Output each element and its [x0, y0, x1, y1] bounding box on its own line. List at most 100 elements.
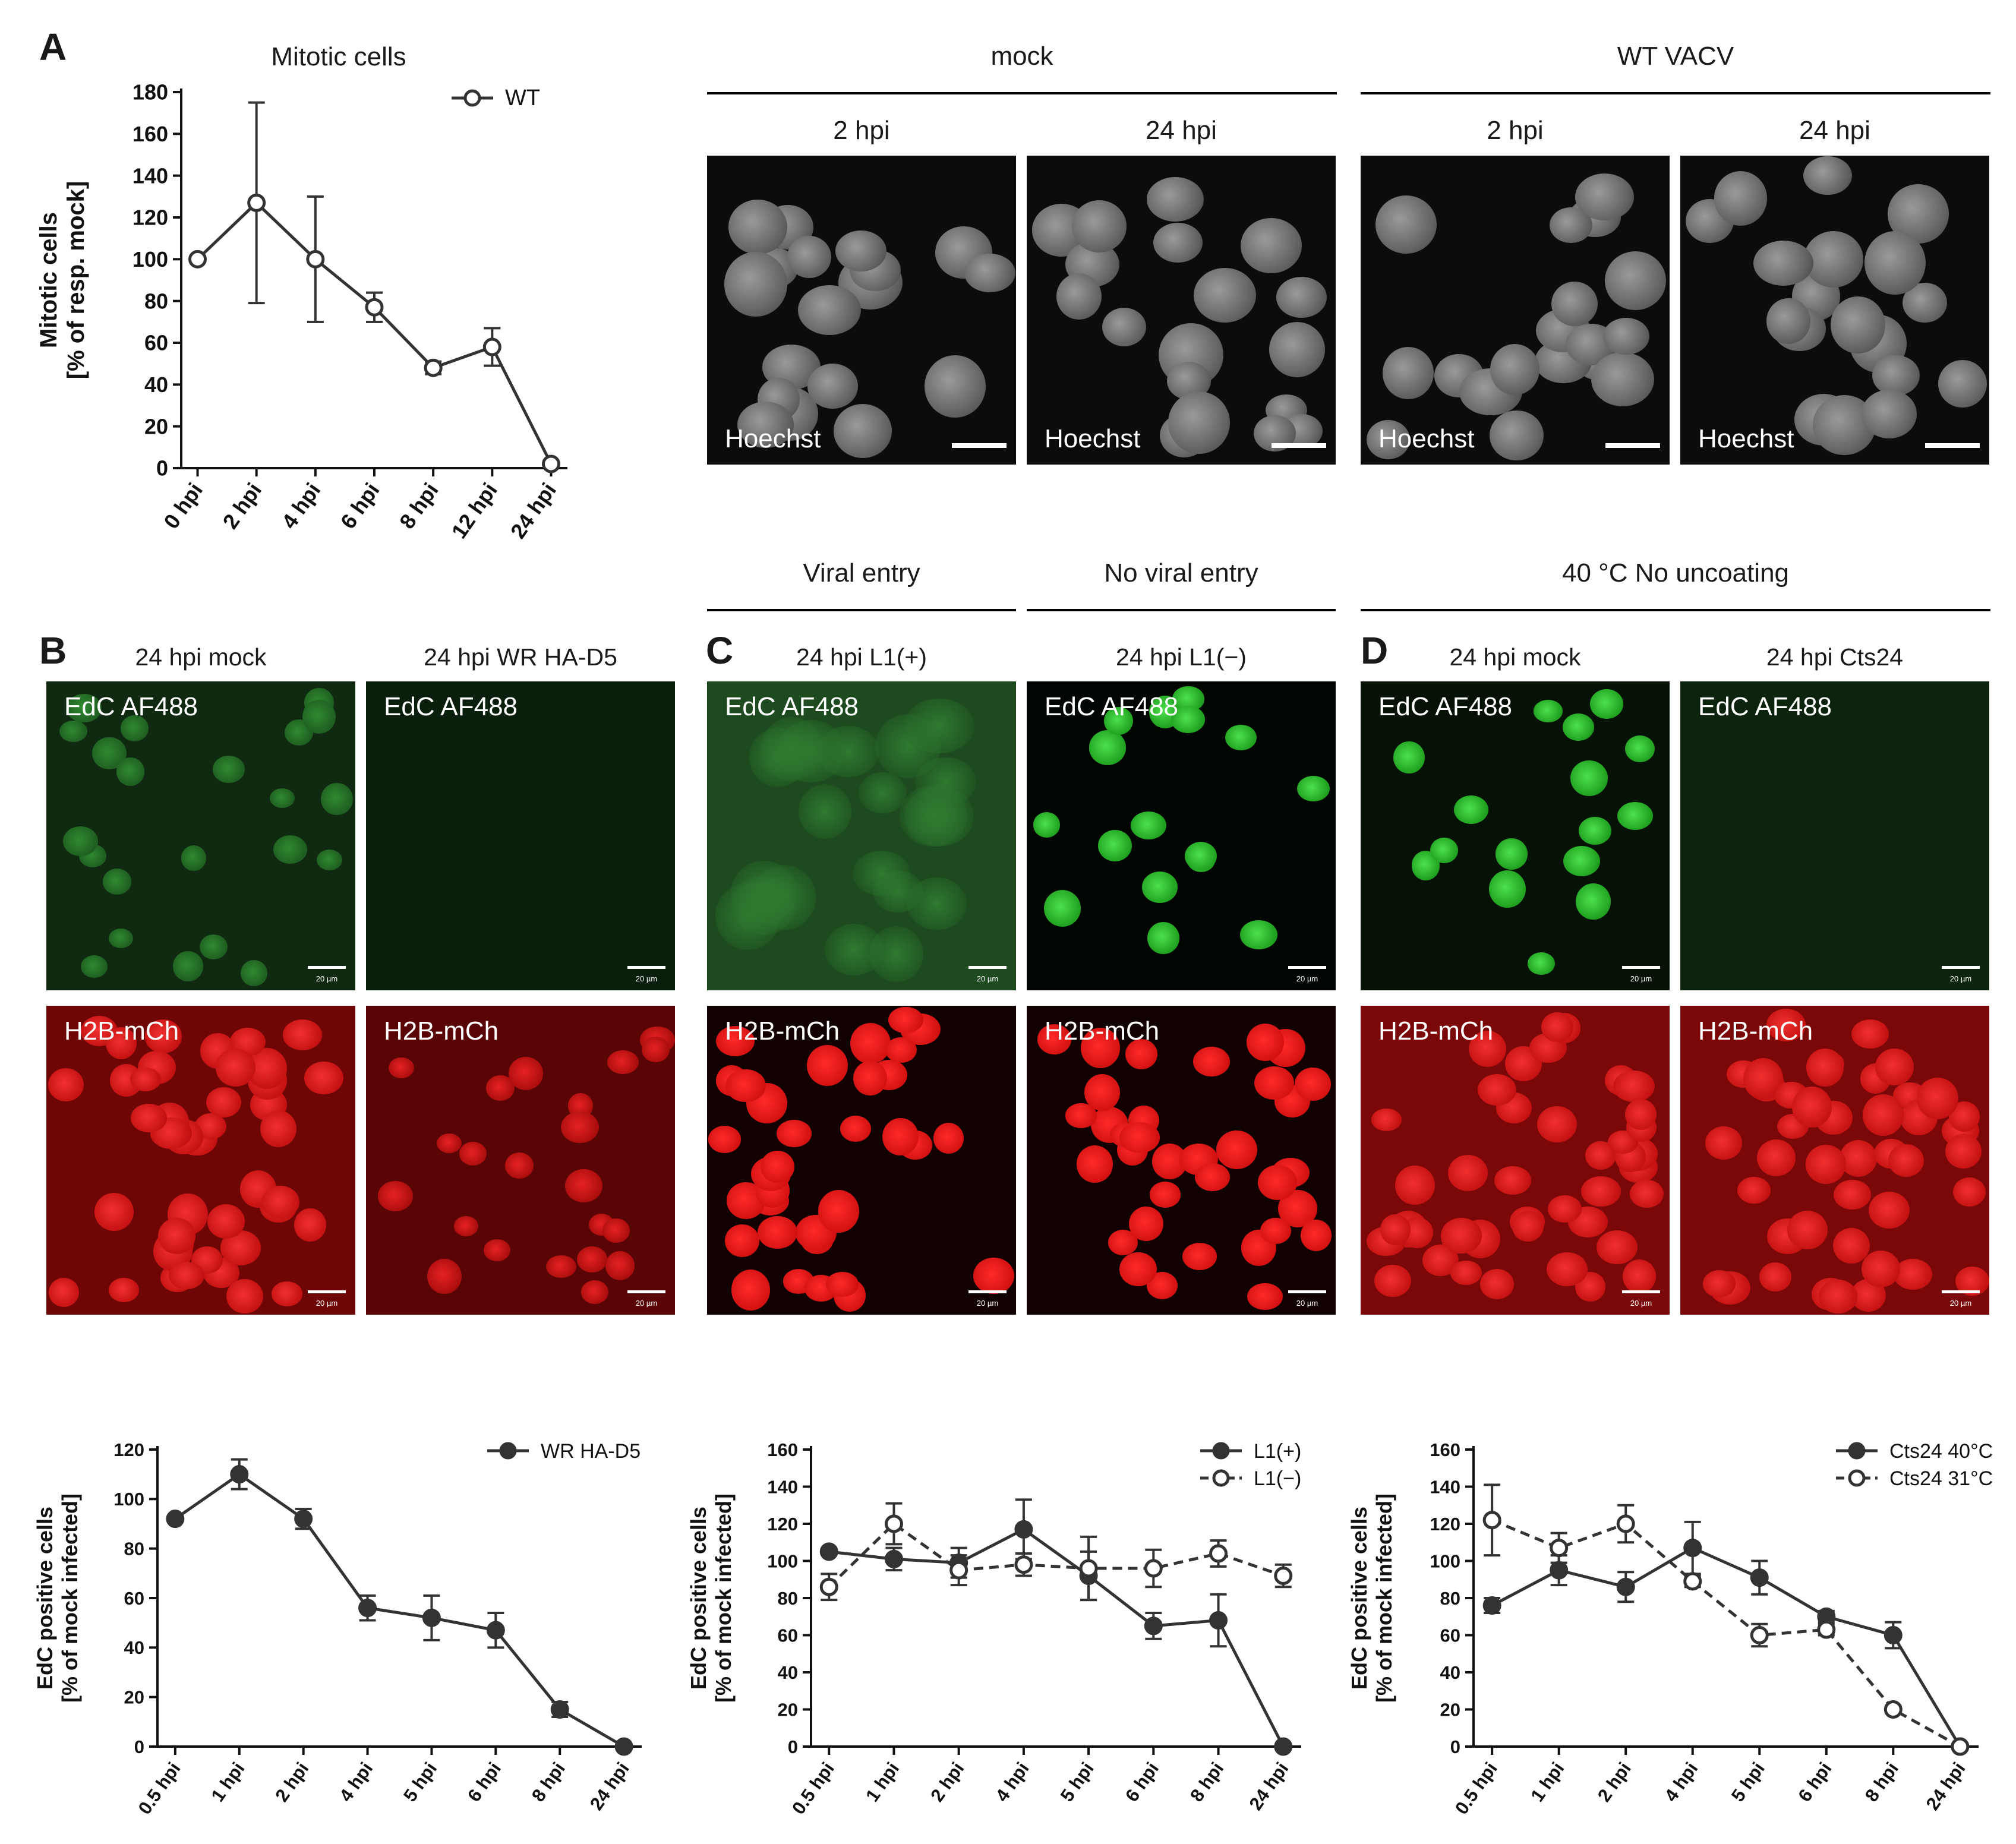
y-tick-label: 20	[124, 1687, 144, 1708]
image-label-edc: EdC AF488	[1378, 692, 1513, 721]
cell-nucleus	[1246, 1024, 1285, 1062]
x-tick-label: 8 hpi	[395, 478, 443, 533]
x-tick-label: 2 hpi	[926, 1758, 968, 1805]
cell-nucleus	[1149, 1182, 1181, 1208]
cell-nucleus	[882, 1117, 919, 1156]
cell-nucleus	[807, 364, 859, 409]
cell-nucleus	[904, 699, 975, 754]
cell-nucleus	[1102, 307, 1147, 347]
y-tick-label: 140	[767, 1476, 798, 1497]
scale-bar	[1605, 443, 1660, 448]
x-tick-label: 4 hpi	[277, 478, 326, 533]
cell-nucleus	[826, 1271, 859, 1297]
cell-nucleus	[1851, 1019, 1889, 1049]
header-rule-wt-vacv	[1361, 92, 1990, 94]
image-edc-d-cts24: EdC AF488 20 µm	[1680, 681, 1989, 990]
cell-nucleus	[1952, 1177, 1986, 1207]
cell-nucleus	[48, 1278, 79, 1307]
image-label-hoechst: Hoechst	[725, 424, 821, 453]
cell-nucleus	[260, 1110, 297, 1148]
cell-nucleus	[1125, 1039, 1157, 1070]
cell-nucleus	[1576, 883, 1611, 920]
cell-nucleus	[1043, 889, 1081, 927]
cell-nucleus	[885, 1037, 917, 1063]
cell-nucleus	[1141, 872, 1178, 903]
cell-nucleus	[806, 1045, 848, 1086]
x-tick-label: 1 hpi	[207, 1758, 248, 1805]
cell-nucleus	[1077, 1145, 1113, 1183]
y-tick-label: 0	[1450, 1736, 1460, 1757]
cell-nucleus	[63, 826, 99, 857]
data-point	[1817, 1620, 1836, 1639]
image-label-h2b: H2B-mCh	[384, 1016, 499, 1046]
cell-nucleus	[724, 252, 787, 317]
cell-nucleus	[484, 1239, 510, 1262]
data-point	[1482, 1511, 1501, 1530]
cell-nucleus	[454, 1215, 478, 1236]
x-tick-label: 0.5 hpi	[134, 1758, 185, 1818]
cell-nucleus	[1578, 816, 1612, 845]
cell-nucleus	[320, 782, 353, 816]
image-label-hoechst: Hoechst	[1698, 424, 1794, 453]
cell-nucleus	[1562, 713, 1594, 741]
cell-nucleus	[1080, 1028, 1121, 1068]
scale-bar	[1622, 966, 1660, 969]
y-tick-label: 160	[132, 122, 168, 146]
legend-label: L1(−)	[1254, 1467, 1301, 1490]
cell-nucleus	[1247, 1283, 1283, 1311]
y-tick-label: 100	[113, 1489, 144, 1510]
y-tick-label: 80	[1440, 1588, 1460, 1609]
y-axis-label: EdC positive cells	[686, 1507, 711, 1690]
x-tick-label: 0.5 hpi	[1451, 1758, 1501, 1818]
image-label-edc: EdC AF488	[384, 692, 518, 721]
cell-nucleus	[1803, 156, 1853, 195]
cell-nucleus	[1834, 1180, 1872, 1210]
image-edc-b-wr: EdC AF488 20 µm	[366, 681, 675, 990]
x-tick-label: 24 hpi	[586, 1758, 633, 1814]
cell-nucleus	[888, 1006, 923, 1034]
y-tick-label: 100	[132, 247, 168, 271]
cell-nucleus	[1624, 1099, 1657, 1131]
cell-nucleus	[1375, 195, 1437, 254]
y-tick-label: 120	[132, 206, 168, 230]
x-tick-label: 1 hpi	[862, 1758, 903, 1805]
image-h2b-c-l1minus: H2B-mCh 20 µm	[1027, 1006, 1336, 1315]
subheader-mock-24hpi: 24 hpi	[1146, 116, 1217, 145]
image-label-hoechst: Hoechst	[1378, 424, 1475, 453]
x-tick-label: 2 hpi	[1594, 1758, 1635, 1805]
cell-nucleus	[1818, 1280, 1857, 1314]
y-tick-label: 60	[1440, 1625, 1460, 1646]
data-point	[294, 1510, 313, 1529]
chart-c-edc-l1: 0 20 40 60 80 100 120 140 160 0.5 hpi 1 hpi 2 hpi 4 …	[686, 1439, 1301, 1818]
cell-nucleus	[1624, 735, 1655, 763]
cell-nucleus	[116, 757, 144, 786]
y-tick-label: 180	[132, 80, 168, 105]
column-title-d-cts24: 24 hpi Cts24	[1766, 643, 1904, 671]
x-tick-label: 8 hpi	[1186, 1758, 1228, 1805]
scale-bar	[627, 966, 665, 969]
scale-text: 20 µm	[1949, 1299, 1972, 1308]
cell-nucleus	[1260, 1218, 1291, 1245]
cell-nucleus	[835, 230, 886, 272]
cell-nucleus	[731, 1270, 771, 1311]
y-tick-label: 80	[124, 1539, 144, 1559]
x-tick-label: 24 hpi	[1922, 1758, 1970, 1814]
cell-nucleus	[1613, 1070, 1655, 1102]
cell-nucleus	[1563, 845, 1600, 877]
cell-nucleus	[1366, 419, 1410, 459]
subheader-wt-2hpi: 2 hpi	[1487, 116, 1544, 145]
cell-nucleus	[853, 1061, 887, 1096]
image-h2b-d-cts24: H2B-mCh 20 µm	[1680, 1006, 1989, 1315]
cell-nucleus	[1537, 1106, 1578, 1142]
cell-nucleus	[1893, 1259, 1932, 1290]
y-axis-label-unit: [% of resp. mock]	[63, 181, 89, 379]
cell-nucleus	[1185, 842, 1217, 870]
x-tick-label: 8 hpi	[528, 1758, 569, 1805]
x-tick-label: 12 hpi	[447, 478, 502, 543]
cell-nucleus	[1071, 200, 1127, 253]
y-axis-label: Mitotic cells	[36, 212, 62, 348]
data-point	[482, 337, 501, 356]
y-tick-label: 120	[1430, 1514, 1460, 1534]
y-tick-label: 20	[1440, 1699, 1460, 1720]
data-point	[1209, 1544, 1228, 1563]
